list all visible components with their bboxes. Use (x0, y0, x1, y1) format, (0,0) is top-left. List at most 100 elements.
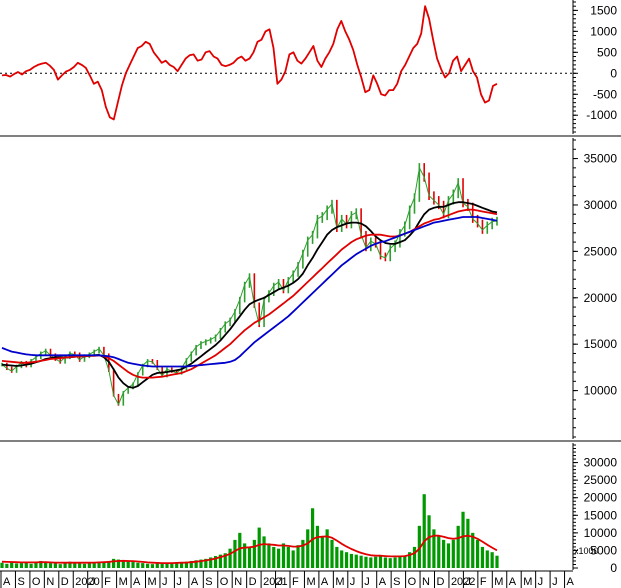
volume-volume-bar (315, 525, 320, 568)
volume-volume-bar (378, 555, 383, 568)
volume-volume-bar (408, 552, 412, 568)
volume-volume-bar (14, 563, 19, 568)
volume-volume-bar (388, 558, 392, 568)
volume-volume-bar (63, 562, 67, 568)
volume-volume-bar (145, 563, 150, 568)
volume-volume-bar (34, 562, 38, 568)
x-axis-month-label: A (3, 576, 11, 588)
volume-volume-bar (97, 562, 101, 568)
volume-y-tick-label: 15000 (584, 508, 618, 522)
volume-volume-bar (262, 536, 266, 568)
volume-volume-bar (267, 543, 271, 568)
volume-volume-bar (228, 548, 232, 568)
volume-volume-bar (461, 511, 465, 568)
x-axis-month-label: M (523, 576, 532, 588)
volume-volume-bar (291, 550, 295, 568)
volume-volume-bar (87, 563, 91, 568)
volume-volume-bar (393, 557, 397, 568)
volume-volume-bar (218, 554, 222, 568)
x-axis-month-label: A (191, 576, 199, 588)
volume-volume-bar (252, 539, 256, 568)
volume-volume-bar (107, 560, 111, 568)
price-y-tick-label: 25000 (584, 244, 618, 258)
volume-volume-bar (485, 550, 489, 568)
volume-volume-bar (398, 556, 402, 568)
volume-y-tick-label: 20000 (584, 491, 618, 505)
volume-volume-bar (354, 554, 358, 568)
volume-volume-bar (330, 539, 334, 568)
price-y-tick-label: 10000 (584, 384, 618, 398)
volume-volume-bar (349, 553, 354, 568)
volume-volume-bar (301, 539, 305, 568)
volume-unit-label: x1000 (574, 546, 599, 556)
volume-volume-bar (5, 563, 9, 568)
volume-volume-bar (44, 562, 48, 568)
volume-volume-bar (199, 559, 203, 568)
volume-y-tick-label: 10000 (584, 526, 618, 540)
volume-volume-bar (126, 561, 130, 568)
oscillator-y-tick-label: -500 (593, 87, 617, 101)
volume-volume-bar (0, 562, 4, 568)
oscillator-line (1, 5, 498, 121)
x-axis-month-label: J (538, 576, 544, 588)
volume-volume-bar (175, 562, 179, 568)
price-panel: 35000 30000 25000 20000 15000 10000 (1, 138, 618, 439)
volume-volume-bar (58, 564, 62, 568)
x-axis-month-label: M (306, 576, 315, 588)
volume-volume-bar (92, 562, 96, 568)
volume-volume-bar (281, 543, 286, 568)
volume-volume-bar (170, 562, 174, 568)
volume-volume-bar (437, 536, 441, 568)
volume-volume-bar (277, 548, 281, 568)
oscillator-y-tick-label: -1000 (586, 108, 617, 122)
x-axis-month-label: S (393, 576, 400, 588)
volume-volume-bar (189, 560, 193, 568)
oscillator-y-tick-label: 500 (597, 45, 617, 59)
x-axis-month-label: J (90, 576, 96, 588)
x-axis-month-label: N (46, 576, 54, 588)
x-axis-month-label: A (379, 576, 387, 588)
volume-volume-bar (310, 508, 315, 568)
volume-volume-bar (374, 556, 378, 568)
volume-volume-bar (466, 518, 470, 568)
volume-y-tick-label: 0 (610, 561, 617, 575)
volume-volume-bar (456, 525, 460, 568)
volume-volume-bar (19, 563, 24, 568)
oscillator-y-tick-label: 1500 (590, 3, 617, 17)
x-axis-month-label: J (176, 576, 182, 588)
volume-volume-bar (340, 550, 344, 568)
volume-volume-bar (403, 555, 407, 568)
volume-volume-bar (325, 529, 329, 568)
volume-volume-bar (39, 560, 43, 568)
x-axis-month-label: D (437, 576, 445, 588)
x-axis-month-label: S (205, 576, 212, 588)
long-moving-average-line (1, 216, 498, 368)
volume-volume-bar (480, 546, 485, 568)
price-y-tick-label: 15000 (584, 337, 618, 351)
volume-volume-bar (179, 562, 184, 568)
x-axis-month-label: J (350, 576, 356, 588)
x-axis-month-label: S (17, 576, 24, 588)
volume-volume-bar (48, 563, 53, 568)
x-axis-month-label: M (119, 576, 128, 588)
volume-y-tick-label: 30000 (584, 456, 618, 470)
volume-volume-bar (369, 557, 373, 568)
volume-volume-bar (131, 562, 135, 568)
volume-volume-bar (68, 561, 72, 568)
volume-volume-bar (165, 563, 169, 568)
volume-volume-bar (364, 556, 368, 568)
volume-volume-bar (194, 560, 198, 568)
x-axis-month-label: A (321, 576, 329, 588)
volume-y-tick-label: 25000 (584, 473, 618, 487)
volume-volume-bar (136, 562, 140, 568)
volume-volume-bar (335, 546, 339, 568)
volume-volume-bar (442, 539, 446, 568)
volume-volume-bar (286, 546, 290, 568)
volume-volume-bar (432, 529, 436, 568)
volume-panel: 30000 25000 20000 15000 10000 5000 0 (0, 443, 617, 575)
panel-separators (0, 135, 621, 442)
volume-volume-bar (112, 558, 116, 568)
volume-volume-bar (141, 563, 145, 568)
